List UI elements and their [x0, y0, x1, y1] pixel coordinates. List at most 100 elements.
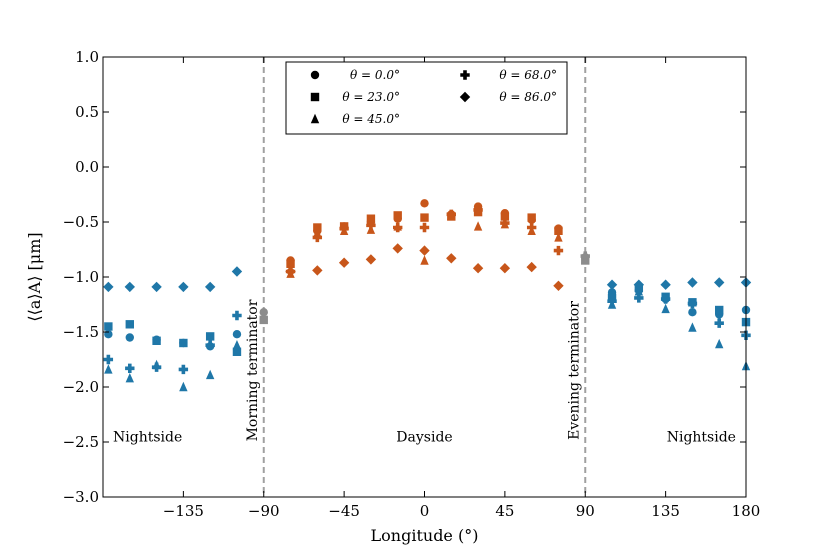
y-tick-label: −0.5	[63, 213, 99, 231]
data-point-square	[366, 214, 376, 223]
series-circle	[104, 199, 751, 351]
data-point-circle	[232, 330, 242, 339]
legend-marker-plus	[460, 70, 470, 80]
data-point-square	[313, 223, 322, 232]
data-point-square	[179, 338, 188, 348]
legend-label: θ = 86.0°	[499, 90, 557, 104]
terminator-label: Morning terminator	[245, 299, 261, 441]
data-point-plus	[580, 251, 590, 261]
y-axis-title: ⟨⟨a⟩A⟩ [μm]	[25, 232, 44, 321]
data-point-plus	[103, 354, 114, 365]
data-point-triangle	[634, 286, 644, 296]
data-point-plus	[393, 222, 403, 233]
data-point-square	[527, 213, 536, 222]
data-point-triangle	[104, 364, 113, 374]
data-point-triangle	[179, 381, 188, 392]
legend-marker-circle	[310, 70, 320, 80]
series-diamond	[103, 243, 752, 293]
data-point-triangle	[554, 232, 563, 242]
data-point-diamond	[660, 279, 671, 290]
data-point-square	[125, 320, 134, 329]
x-tick-label: −45	[328, 502, 360, 520]
data-point-triangle	[205, 369, 215, 380]
data-point-plus	[500, 218, 510, 228]
region-label: Dayside	[396, 430, 452, 446]
y-tick-label: 0.0	[75, 158, 99, 176]
x-tick-label: 90	[576, 502, 595, 520]
data-point-diamond	[312, 265, 323, 276]
legend-marker-triangle	[310, 113, 320, 124]
terminator-label: Evening terminator	[566, 301, 582, 440]
data-point-diamond	[606, 279, 618, 290]
data-point-diamond	[124, 281, 135, 293]
x-tick-label: −90	[248, 502, 280, 520]
y-tick-label: −2.0	[63, 378, 99, 396]
x-tick-label: 180	[732, 502, 761, 520]
data-point-triangle	[715, 338, 724, 349]
x-tick-label: 135	[651, 502, 680, 520]
data-point-triangle	[473, 221, 483, 231]
legend-label: θ = 68.0°	[499, 68, 557, 82]
data-point-diamond	[553, 280, 564, 291]
data-point-plus	[125, 363, 135, 373]
legend-label: θ = 23.0°	[342, 90, 400, 104]
data-point-square	[393, 211, 402, 220]
data-point-diamond	[151, 281, 162, 293]
region-label: Nightside	[113, 430, 182, 446]
data-point-circle	[104, 330, 113, 339]
data-point-diamond	[687, 277, 698, 288]
y-tick-label: −1.0	[63, 268, 99, 286]
data-point-plus	[339, 223, 349, 234]
data-point-square	[500, 212, 510, 221]
data-point-diamond	[204, 281, 216, 293]
data-point-triangle	[313, 227, 322, 238]
data-point-triangle	[661, 303, 670, 314]
data-point-square	[554, 226, 563, 235]
y-tick-label: −1.5	[63, 323, 99, 341]
data-point-triangle	[232, 340, 242, 350]
data-point-diamond	[633, 279, 645, 290]
data-point-diamond	[472, 263, 484, 274]
y-tick-label: −3.0	[63, 488, 99, 506]
x-tick-label: 45	[495, 502, 514, 520]
data-point-circle	[125, 333, 134, 342]
data-point-plus	[232, 310, 242, 321]
legend-marker-square	[310, 92, 320, 102]
series-triangle	[104, 210, 751, 392]
data-point-plus	[205, 340, 215, 350]
x-tick-label: −135	[163, 502, 204, 520]
data-point-plus	[553, 245, 564, 256]
data-point-plus	[687, 298, 698, 309]
data-point-plus	[714, 318, 724, 328]
data-point-plus	[526, 222, 537, 233]
data-point-triangle	[125, 373, 134, 383]
data-point-square	[420, 213, 429, 222]
data-point-square	[152, 336, 161, 345]
data-point-diamond	[446, 253, 457, 264]
data-point-plus	[366, 220, 376, 230]
data-point-diamond	[103, 281, 114, 293]
data-point-plus	[446, 209, 456, 219]
data-point-square	[286, 259, 295, 268]
legend-label: θ = 45.0°	[342, 112, 400, 126]
data-point-plus	[151, 362, 162, 372]
data-point-plus	[607, 296, 617, 306]
data-point-diamond	[231, 266, 243, 277]
data-point-diamond	[365, 254, 377, 265]
legend-label: θ = 0.0°	[350, 68, 400, 82]
data-point-circle	[259, 308, 268, 317]
series-plus	[103, 205, 751, 375]
data-point-square	[715, 305, 724, 315]
data-point-diamond	[419, 245, 430, 256]
x-tick-label: 0	[420, 502, 430, 520]
data-point-square	[232, 347, 242, 356]
x-axis-title: Longitude (°)	[371, 526, 479, 545]
region-label: Nightside	[667, 430, 736, 446]
data-point-diamond	[499, 263, 511, 274]
data-point-diamond	[526, 261, 537, 273]
legend-box	[285, 61, 568, 135]
data-point-plus	[473, 205, 483, 215]
data-point-square	[104, 322, 113, 331]
y-tick-label: 0.5	[75, 103, 99, 121]
